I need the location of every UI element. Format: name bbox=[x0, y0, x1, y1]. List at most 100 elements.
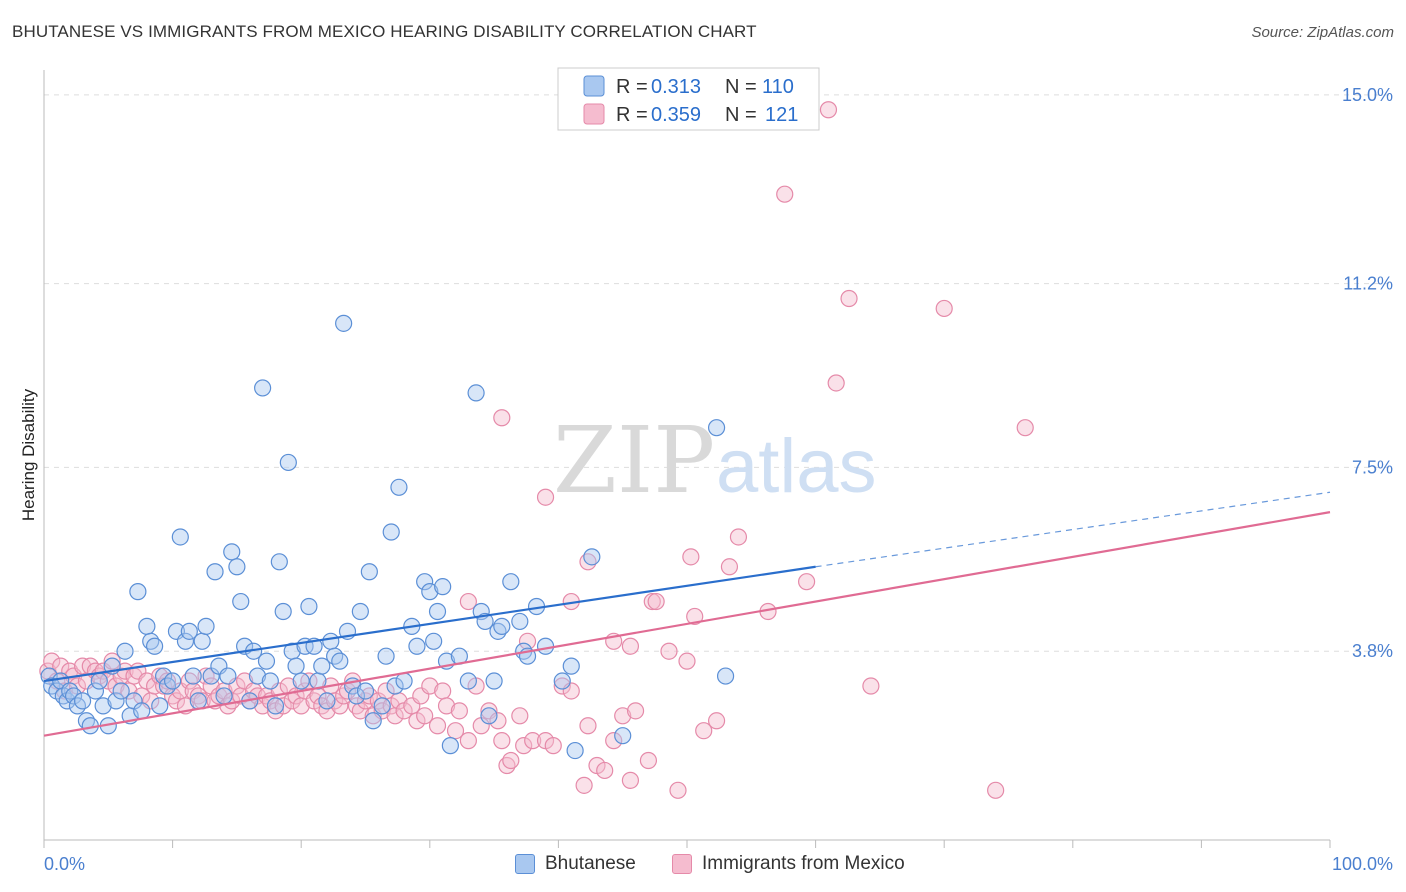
point-bhutanese bbox=[206, 563, 224, 581]
point-bhutanese bbox=[562, 657, 580, 675]
point-bhutanese bbox=[223, 543, 241, 561]
point-immigrants-from-mexico bbox=[313, 697, 331, 715]
point-immigrants-from-mexico bbox=[167, 692, 186, 710]
point-immigrants-from-mexico bbox=[579, 717, 597, 735]
bottom-legend-bhutanese: Bhutanese bbox=[515, 850, 636, 878]
point-immigrants-from-mexico bbox=[776, 185, 794, 203]
point-immigrants-from-mexico bbox=[827, 374, 845, 392]
trendline-bhutanese-extension bbox=[815, 491, 1331, 568]
x-ticks bbox=[43, 840, 1331, 848]
point-bhutanese bbox=[232, 592, 250, 611]
point-bhutanese bbox=[386, 677, 404, 695]
series-bhutanese bbox=[40, 314, 735, 760]
point-immigrants-from-mexico bbox=[524, 732, 542, 750]
point-bhutanese bbox=[351, 602, 369, 621]
point-bhutanese bbox=[360, 563, 378, 581]
point-bhutanese bbox=[322, 632, 340, 650]
chart-source: Source: ZipAtlas.com bbox=[1251, 24, 1394, 41]
point-immigrants-from-mexico bbox=[596, 761, 614, 780]
point-immigrants-from-mexico bbox=[493, 732, 511, 750]
point-immigrants-from-mexico bbox=[52, 657, 70, 675]
point-bhutanese bbox=[502, 573, 520, 591]
point-bhutanese bbox=[425, 632, 443, 650]
point-immigrants-from-mexico bbox=[626, 702, 645, 720]
legend-swatch-mexico bbox=[583, 103, 605, 125]
point-bhutanese bbox=[261, 672, 279, 690]
point-bhutanese bbox=[313, 657, 331, 675]
point-bhutanese bbox=[476, 612, 494, 631]
legend-swatch-bhutanese bbox=[583, 75, 605, 97]
bottom-legend-label-mexico: Immigrants from Mexico bbox=[702, 853, 905, 874]
point-immigrants-from-mexico bbox=[819, 101, 838, 119]
point-bhutanese bbox=[43, 677, 61, 695]
trendline-immigrants-from-mexico bbox=[43, 511, 1331, 737]
series-immigrants-from-mexico bbox=[39, 101, 1034, 799]
point-immigrants-from-mexico bbox=[660, 642, 678, 660]
point-bhutanese bbox=[331, 652, 349, 670]
point-bhutanese bbox=[511, 612, 529, 631]
bottom-legend-label-bhutanese: Bhutanese bbox=[545, 853, 636, 874]
point-bhutanese bbox=[158, 677, 177, 695]
point-immigrants-from-mexico bbox=[489, 712, 507, 730]
point-bhutanese bbox=[395, 672, 413, 690]
point-immigrants-from-mexico bbox=[103, 652, 121, 670]
point-bhutanese bbox=[459, 672, 477, 690]
point-bhutanese bbox=[493, 617, 511, 635]
point-bhutanese bbox=[154, 667, 173, 685]
point-bhutanese bbox=[184, 667, 202, 685]
point-immigrants-from-mexico bbox=[43, 652, 61, 670]
point-bhutanese bbox=[64, 687, 83, 705]
point-bhutanese bbox=[300, 597, 318, 616]
point-bhutanese bbox=[116, 642, 134, 660]
point-bhutanese bbox=[416, 573, 434, 591]
point-immigrants-from-mexico bbox=[428, 717, 447, 735]
point-bhutanese bbox=[373, 697, 391, 715]
point-bhutanese bbox=[94, 697, 112, 715]
point-immigrants-from-mexico bbox=[437, 697, 456, 715]
point-bhutanese bbox=[274, 602, 292, 621]
point-bhutanese bbox=[145, 637, 164, 655]
point-immigrants-from-mexico bbox=[416, 707, 434, 725]
point-immigrants-from-mexico bbox=[720, 558, 739, 576]
point-immigrants-from-mexico bbox=[421, 677, 439, 695]
point-immigrants-from-mexico bbox=[450, 702, 468, 720]
legend-n-value-1: 110 bbox=[762, 76, 794, 98]
watermark-zip: ZIP bbox=[553, 407, 715, 514]
point-immigrants-from-mexico bbox=[797, 573, 816, 591]
point-bhutanese bbox=[68, 697, 87, 715]
point-immigrants-from-mexico bbox=[502, 751, 520, 770]
point-bhutanese bbox=[171, 528, 189, 546]
point-bhutanese bbox=[408, 637, 426, 655]
point-bhutanese bbox=[434, 578, 452, 596]
point-immigrants-from-mexico bbox=[614, 707, 632, 725]
point-immigrants-from-mexico bbox=[107, 677, 125, 695]
bottom-legend-swatch-mexico bbox=[672, 854, 692, 874]
point-immigrants-from-mexico bbox=[707, 712, 726, 730]
point-bhutanese bbox=[292, 672, 310, 690]
point-immigrants-from-mexico bbox=[331, 697, 349, 715]
point-bhutanese bbox=[583, 548, 601, 566]
point-bhutanese bbox=[318, 692, 336, 710]
point-bhutanese bbox=[270, 553, 288, 571]
point-bhutanese bbox=[138, 617, 156, 635]
point-bhutanese bbox=[707, 419, 726, 437]
legend-n-label-2: N = bbox=[725, 104, 757, 126]
point-bhutanese bbox=[382, 523, 400, 541]
point-bhutanese bbox=[90, 672, 108, 690]
point-immigrants-from-mexico bbox=[686, 607, 704, 626]
point-immigrants-from-mexico bbox=[669, 781, 687, 799]
point-bhutanese bbox=[164, 672, 182, 690]
point-bhutanese bbox=[73, 692, 92, 710]
point-bhutanese bbox=[467, 384, 485, 402]
legend-r-value-1: 0.313 bbox=[651, 76, 701, 98]
point-immigrants-from-mexico bbox=[459, 592, 477, 611]
point-bhutanese bbox=[176, 632, 195, 650]
legend-r-label-1: R = bbox=[616, 76, 648, 98]
point-bhutanese bbox=[716, 667, 735, 685]
trendline-bhutanese bbox=[43, 565, 816, 683]
point-immigrants-from-mexico bbox=[935, 299, 953, 318]
y-axis-label: Hearing Disability bbox=[19, 388, 38, 521]
point-bhutanese bbox=[335, 314, 353, 332]
point-immigrants-from-mexico bbox=[544, 737, 562, 755]
point-bhutanese bbox=[197, 617, 215, 635]
